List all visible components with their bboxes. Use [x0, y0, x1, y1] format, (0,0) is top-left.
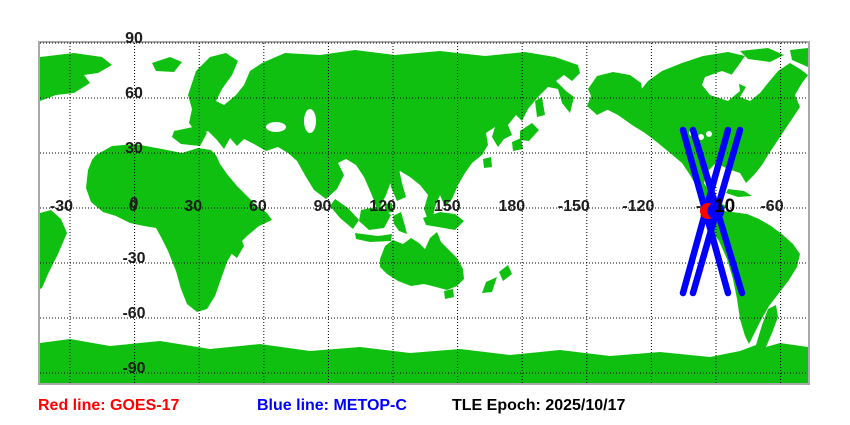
- lon-tick-label: -150: [557, 198, 590, 215]
- legend-tle-epoch: TLE Epoch: 2025/10/17: [452, 397, 626, 414]
- lon-tick-label: 90: [313, 198, 332, 215]
- lat-tick-label: 90: [125, 30, 143, 47]
- world-map: 10 90 60 30 0 -30 -60 -90 -30 0 30 60 90 120 150 180 -1…: [38, 31, 810, 385]
- lat-tick-label: 60: [125, 85, 143, 102]
- satellite-tracks-overlay: [679, 126, 746, 297]
- track-time-label: 10: [714, 196, 736, 217]
- lon-tick-label: -120: [622, 198, 655, 215]
- legend-goes17: Red line: GOES-17: [38, 397, 180, 414]
- lat-tick-label: -60: [122, 305, 146, 322]
- lon-tick-label: -60: [760, 198, 784, 215]
- lon-tick-label: 0: [128, 198, 138, 215]
- lon-tick-label: 180: [498, 198, 526, 215]
- lon-tick-label: 150: [433, 198, 461, 215]
- lon-tick-label: 60: [249, 198, 267, 215]
- lon-tick-label: 120: [369, 198, 396, 215]
- lat-tick-label: -30: [122, 250, 146, 267]
- lat-tick-label: -90: [122, 360, 146, 377]
- graticule-grid: [40, 42, 808, 383]
- lon-tick-label: -30: [49, 198, 73, 215]
- world-continents: [40, 42, 808, 383]
- lon-tick-label: 30: [184, 198, 203, 215]
- lat-tick-label: 30: [125, 140, 143, 157]
- legend-metopc: Blue line: METOP-C: [257, 397, 407, 414]
